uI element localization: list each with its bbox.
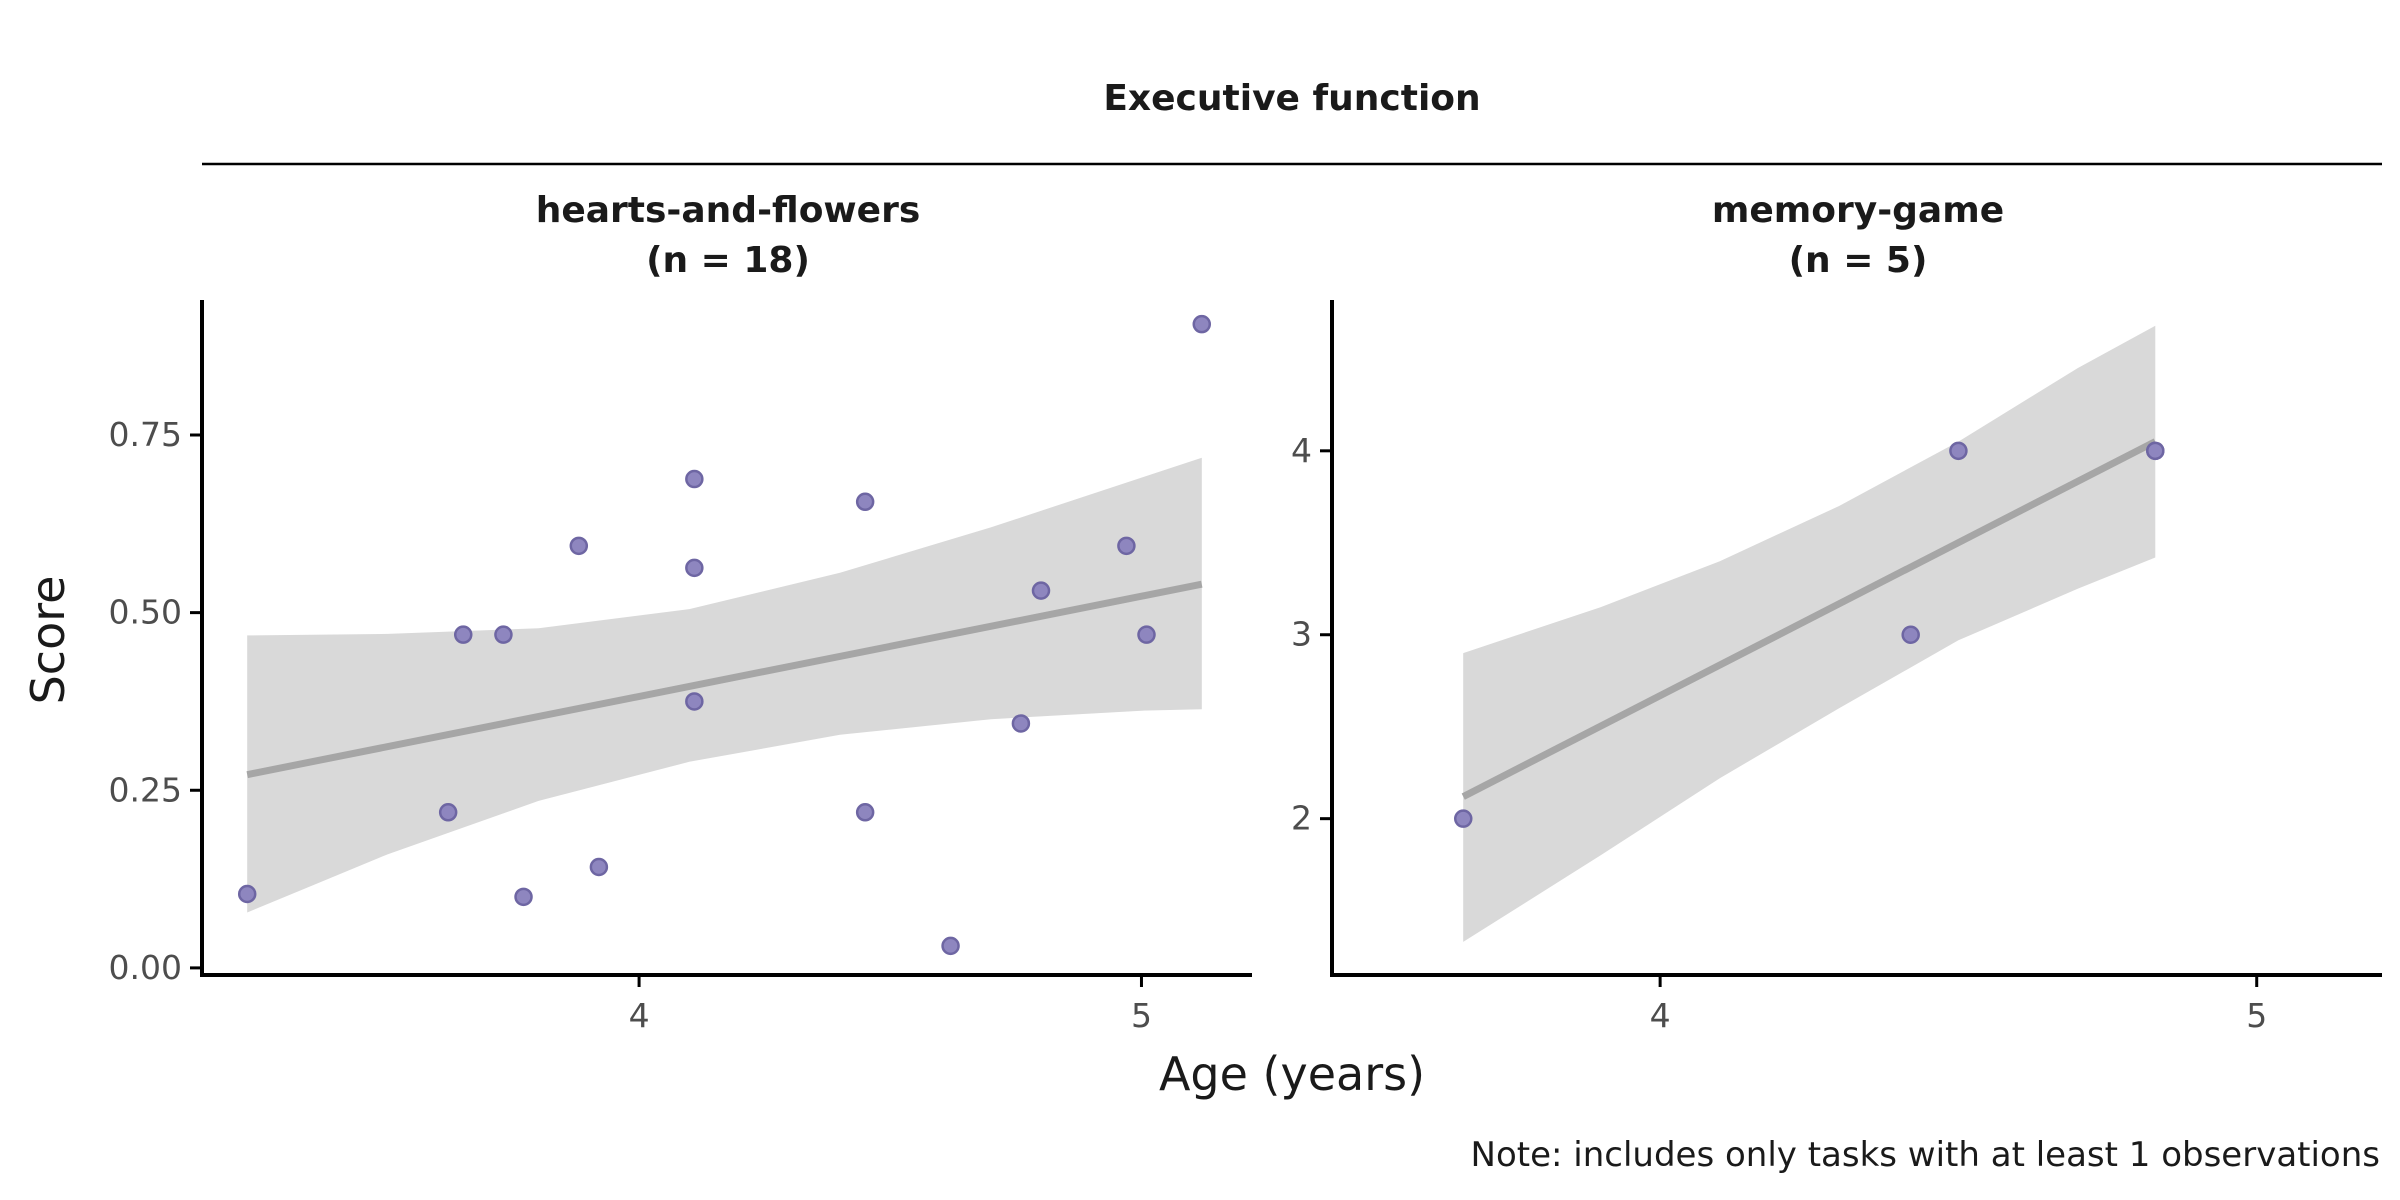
- y-tick-label: 2: [1291, 799, 1312, 838]
- data-point: [453, 625, 473, 644]
- data-point: [1011, 714, 1031, 733]
- y-tick-label: 0.75: [109, 415, 182, 454]
- y-tick-label: 0.00: [109, 948, 182, 987]
- data-point: [941, 936, 960, 956]
- data-point: [569, 536, 589, 556]
- panel-title: hearts-and-flowers: [536, 190, 921, 231]
- data-point: [237, 884, 257, 904]
- y-tick-label: 0.50: [109, 593, 182, 632]
- panel-subtitle: (n = 18): [646, 240, 810, 281]
- data-point: [1192, 314, 1212, 334]
- confidence-band: [247, 457, 1202, 913]
- panel-hearts-and-flowers: hearts-and-flowers (n = 18) 0.00 0.25 0.50…: [109, 190, 1252, 1035]
- x-tick-label: 5: [1131, 996, 1152, 1035]
- footnote: Note: includes only tasks with at least …: [1471, 1135, 2380, 1175]
- strip-title: Executive function: [1103, 78, 1480, 119]
- data-point: [514, 887, 533, 907]
- data-point: [2146, 441, 2165, 461]
- panel-title: memory-game: [1712, 190, 2004, 231]
- data-point: [1117, 536, 1136, 556]
- data-point: [1454, 809, 1473, 828]
- data-point: [685, 692, 704, 711]
- data-point: [685, 558, 704, 578]
- data-point: [855, 492, 875, 512]
- y-tick-label: 4: [1291, 431, 1312, 470]
- data-point: [855, 803, 875, 822]
- y-axis-title: Score: [21, 576, 75, 705]
- x-tick-label: 4: [629, 996, 650, 1035]
- regression-line: [1461, 438, 2157, 800]
- data-point: [1901, 625, 1920, 644]
- panel-subtitle: (n = 5): [1789, 240, 1928, 281]
- regression-line: [246, 580, 1203, 779]
- data-point: [494, 625, 513, 644]
- y-tick-label: 0.25: [109, 770, 182, 809]
- data-point: [589, 857, 609, 877]
- data-point: [1949, 441, 1968, 461]
- data-point: [438, 803, 458, 822]
- data-point: [685, 469, 704, 489]
- panel-memory-game: memory-game (n = 5) 2 3 4 4 5: [1291, 190, 2382, 1035]
- x-tick-label: 5: [2246, 996, 2267, 1035]
- y-tick-label: 3: [1291, 615, 1312, 654]
- confidence-band: [1463, 325, 2156, 942]
- x-tick-label: 4: [1650, 996, 1671, 1035]
- data-point: [1137, 625, 1156, 644]
- data-point: [1031, 581, 1051, 600]
- x-axis-title: Age (years): [1159, 1047, 1425, 1101]
